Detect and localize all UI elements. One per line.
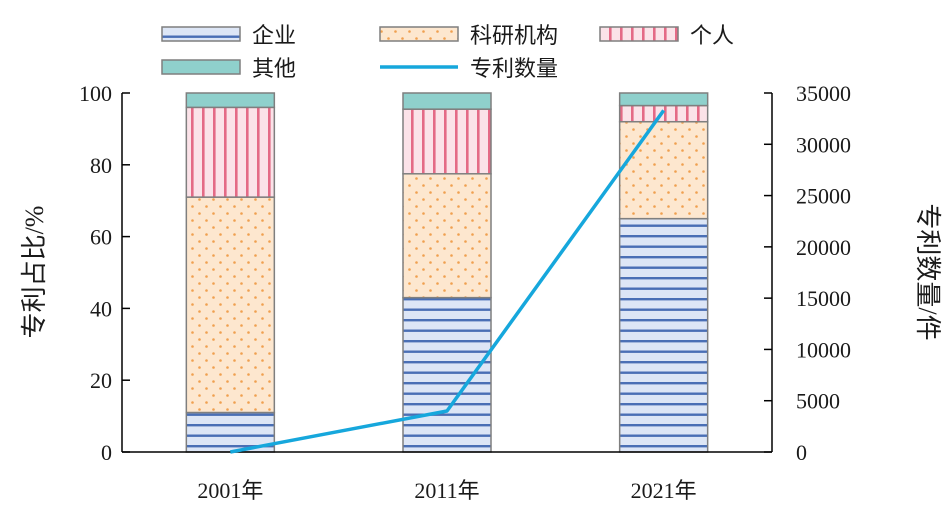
legend-label-enterprise: 企业 (252, 23, 296, 48)
legend-item-person: 个人 (599, 23, 734, 48)
legend: 企业 科研机构 个人 其他 专利数量 (161, 23, 734, 81)
x-tick-label: 2011年 (414, 478, 479, 503)
y2-tick-label: 15000 (796, 286, 851, 311)
bar-research-2 (402, 173, 492, 299)
y-axis-title: 专利占比/% (20, 206, 49, 339)
bar-research-3 (618, 120, 709, 220)
y-tick-label: 0 (101, 440, 112, 465)
x-tick-label: 2021年 (631, 478, 697, 503)
y2-tick-label: 5000 (796, 389, 840, 414)
legend-swatch-enterprise (161, 26, 241, 42)
y2-tick-label: 35000 (796, 81, 851, 106)
legend-item-research: 科研机构 (379, 23, 558, 48)
bar-enterprise-3 (618, 217, 709, 453)
legend-label-patent-count: 专利数量 (470, 56, 558, 81)
bar-other-2 (402, 92, 492, 110)
y-tick-label: 100 (79, 81, 112, 106)
bar-other-3 (618, 92, 709, 107)
legend-label-research: 科研机构 (470, 23, 558, 48)
axes: 0 20 40 60 80 100 0 5000 10000 15000 20000 25000 300… (79, 81, 851, 503)
y-tick-label: 80 (90, 153, 112, 178)
bar-research-1 (185, 196, 276, 414)
y2-tick-label: 10000 (796, 337, 851, 362)
y2-tick-label: 25000 (796, 184, 851, 209)
y2-tick-label: 30000 (796, 132, 851, 157)
legend-item-other: 其他 (161, 56, 296, 81)
bar-stacks (185, 92, 709, 453)
bar-person-1 (185, 106, 276, 198)
bar-enterprise-2 (402, 296, 492, 453)
legend-swatch-other (161, 59, 241, 75)
legend-item-enterprise: 企业 (161, 23, 296, 48)
y-tick-label: 20 (90, 368, 112, 393)
y2-tick-label: 0 (796, 440, 807, 465)
y-tick-label: 40 (90, 296, 112, 321)
legend-swatch-person (599, 26, 679, 42)
y2-tick-label: 20000 (796, 235, 851, 260)
x-tick-label: 2001年 (197, 478, 263, 503)
legend-label-person: 个人 (690, 23, 734, 48)
bar-person-3 (618, 104, 709, 123)
legend-item-patent-count: 专利数量 (380, 56, 558, 81)
bar-other-1 (185, 92, 276, 109)
bar-person-2 (402, 108, 492, 175)
legend-swatch-research (379, 26, 459, 42)
y-tick-label: 60 (90, 225, 112, 250)
patent-count-line-layer (230, 109, 666, 454)
y2-axis-title: 专利数量/件 (913, 203, 942, 340)
legend-label-other: 其他 (252, 56, 296, 81)
